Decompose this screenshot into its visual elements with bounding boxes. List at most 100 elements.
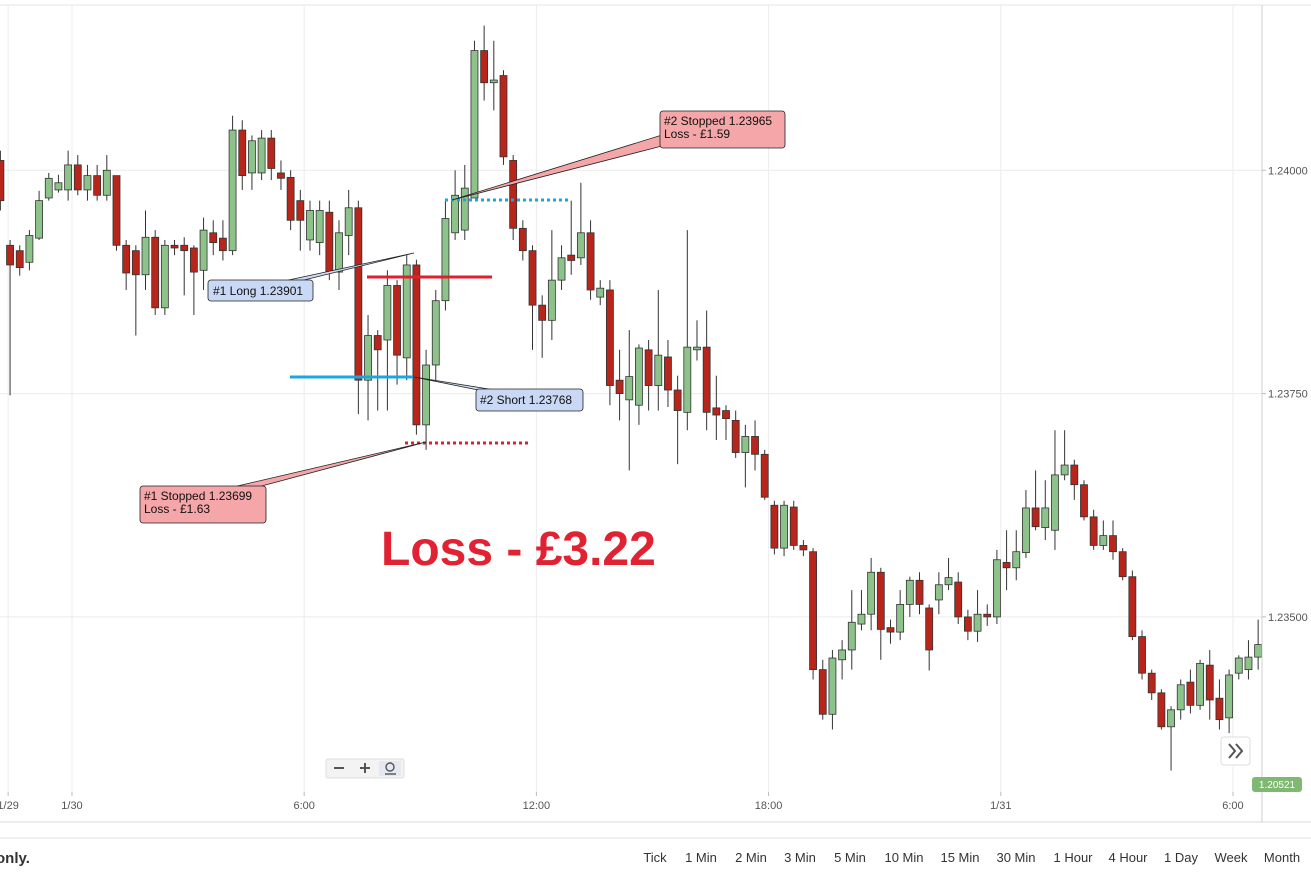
candle-body [683, 346, 692, 413]
timeframe-button[interactable]: 5 Min [834, 850, 866, 865]
candle-body [151, 236, 160, 309]
timeframe-button[interactable]: 30 Min [996, 850, 1035, 865]
timeframe-button[interactable]: 15 Min [940, 850, 979, 865]
candle-body [712, 407, 721, 416]
candle-body [731, 419, 740, 453]
candle-body [1070, 464, 1079, 486]
candle-body [383, 285, 392, 341]
x-tick-label: 1/30 [61, 800, 82, 812]
timeframe-toolbar: Tick 1 Min 2 Min 3 Min 5 Min 10 Min 15 Min 30 M… [643, 850, 1300, 865]
candle-body [973, 613, 982, 632]
candle-body [664, 356, 672, 391]
x-tick-label: 6:00 [293, 800, 314, 812]
candle-body [267, 137, 276, 169]
candle-body [180, 244, 189, 252]
candle-body [760, 453, 769, 498]
candle-body [809, 551, 817, 671]
candle-body [1012, 551, 1021, 569]
timeframe-button[interactable]: Month [1264, 850, 1300, 865]
candles [0, 25, 1262, 771]
candle-body [1176, 684, 1185, 711]
scroll-to-end-button[interactable] [1220, 736, 1251, 766]
candle-body [838, 649, 847, 661]
candle-body [993, 559, 1001, 618]
candle-body [6, 244, 14, 266]
candle-body [480, 50, 489, 84]
candle-body [518, 227, 527, 252]
candle-body [160, 244, 169, 309]
candle-body [751, 436, 759, 455]
x-tick-label: 1/29 [0, 800, 19, 812]
candle-body [277, 172, 285, 179]
candle-body [954, 581, 963, 618]
candle-body [1205, 664, 1214, 701]
candle-body [547, 279, 556, 321]
candle-body [818, 669, 827, 715]
candle-body [673, 389, 682, 411]
candle-body [1128, 576, 1137, 637]
candle-body [896, 604, 905, 633]
candle-body [315, 210, 324, 244]
candle-body [915, 579, 924, 605]
candle-body [83, 175, 92, 191]
candle-body [905, 579, 914, 605]
candle-body [1225, 674, 1234, 719]
candle-body [344, 207, 353, 236]
candle-body [470, 50, 479, 199]
candle-body [934, 584, 943, 601]
candle-body [412, 264, 421, 426]
candle-body [586, 232, 595, 291]
candle-body [1099, 535, 1108, 546]
timeframe-button[interactable]: 4 Hour [1108, 850, 1148, 865]
candle-body [441, 218, 450, 302]
candle-body [963, 616, 972, 632]
candle-body [1041, 507, 1050, 528]
candle-body [606, 289, 614, 386]
candle-body [73, 164, 82, 191]
x-tick-label: 18:00 [755, 800, 783, 812]
candle-body [364, 335, 372, 381]
candle-body [722, 410, 730, 419]
candle-body [1167, 709, 1175, 728]
timeframe-button[interactable]: 2 Min [735, 850, 767, 865]
x-tick-label: 12:00 [523, 800, 551, 812]
candle-body [1215, 697, 1224, 721]
timeframe-button[interactable]: 3 Min [784, 850, 816, 865]
candle-body [925, 607, 934, 651]
candle-body [702, 346, 711, 413]
candle-body [1022, 507, 1030, 553]
timeframe-button[interactable]: 1 Hour [1053, 850, 1093, 865]
timeframe-button[interactable]: Week [1215, 850, 1248, 865]
timeframe-button[interactable]: 1 Min [685, 850, 717, 865]
zoom-in[interactable] [360, 763, 370, 773]
timeframe-button[interactable]: Tick [643, 850, 667, 865]
timeframe-button[interactable]: 10 Min [884, 850, 923, 865]
callout-text: Loss - £1.59 [664, 127, 730, 141]
candle-body [257, 137, 266, 174]
candle-body [799, 545, 808, 551]
callout-text: #1 Long 1.23901 [213, 284, 303, 298]
candle-body [238, 129, 247, 177]
candle-body [1060, 464, 1069, 476]
candle-body [1234, 657, 1243, 674]
candle-body [335, 232, 343, 273]
candle-body [576, 232, 585, 259]
candle-body [64, 164, 73, 191]
callout-long: #1 Long 1.23901 [207, 252, 415, 302]
timeframe-button[interactable]: 1 Day [1164, 850, 1198, 865]
candle-body [393, 285, 401, 356]
candle-body [306, 210, 314, 241]
callout-long-stop: #1 Stopped 1.23699 Loss - £1.63 [139, 441, 427, 524]
candle-body [567, 254, 576, 261]
candle-body [867, 571, 876, 615]
candle-body [857, 613, 866, 625]
candle-body [25, 235, 34, 263]
candle-body [1089, 516, 1098, 546]
candle-body [122, 244, 131, 274]
candle-body [741, 436, 750, 453]
candle-body [1080, 484, 1088, 518]
zoom-reset[interactable] [379, 761, 401, 776]
candle-body [422, 364, 430, 426]
candle-body [228, 129, 237, 252]
candle-body [93, 175, 102, 196]
